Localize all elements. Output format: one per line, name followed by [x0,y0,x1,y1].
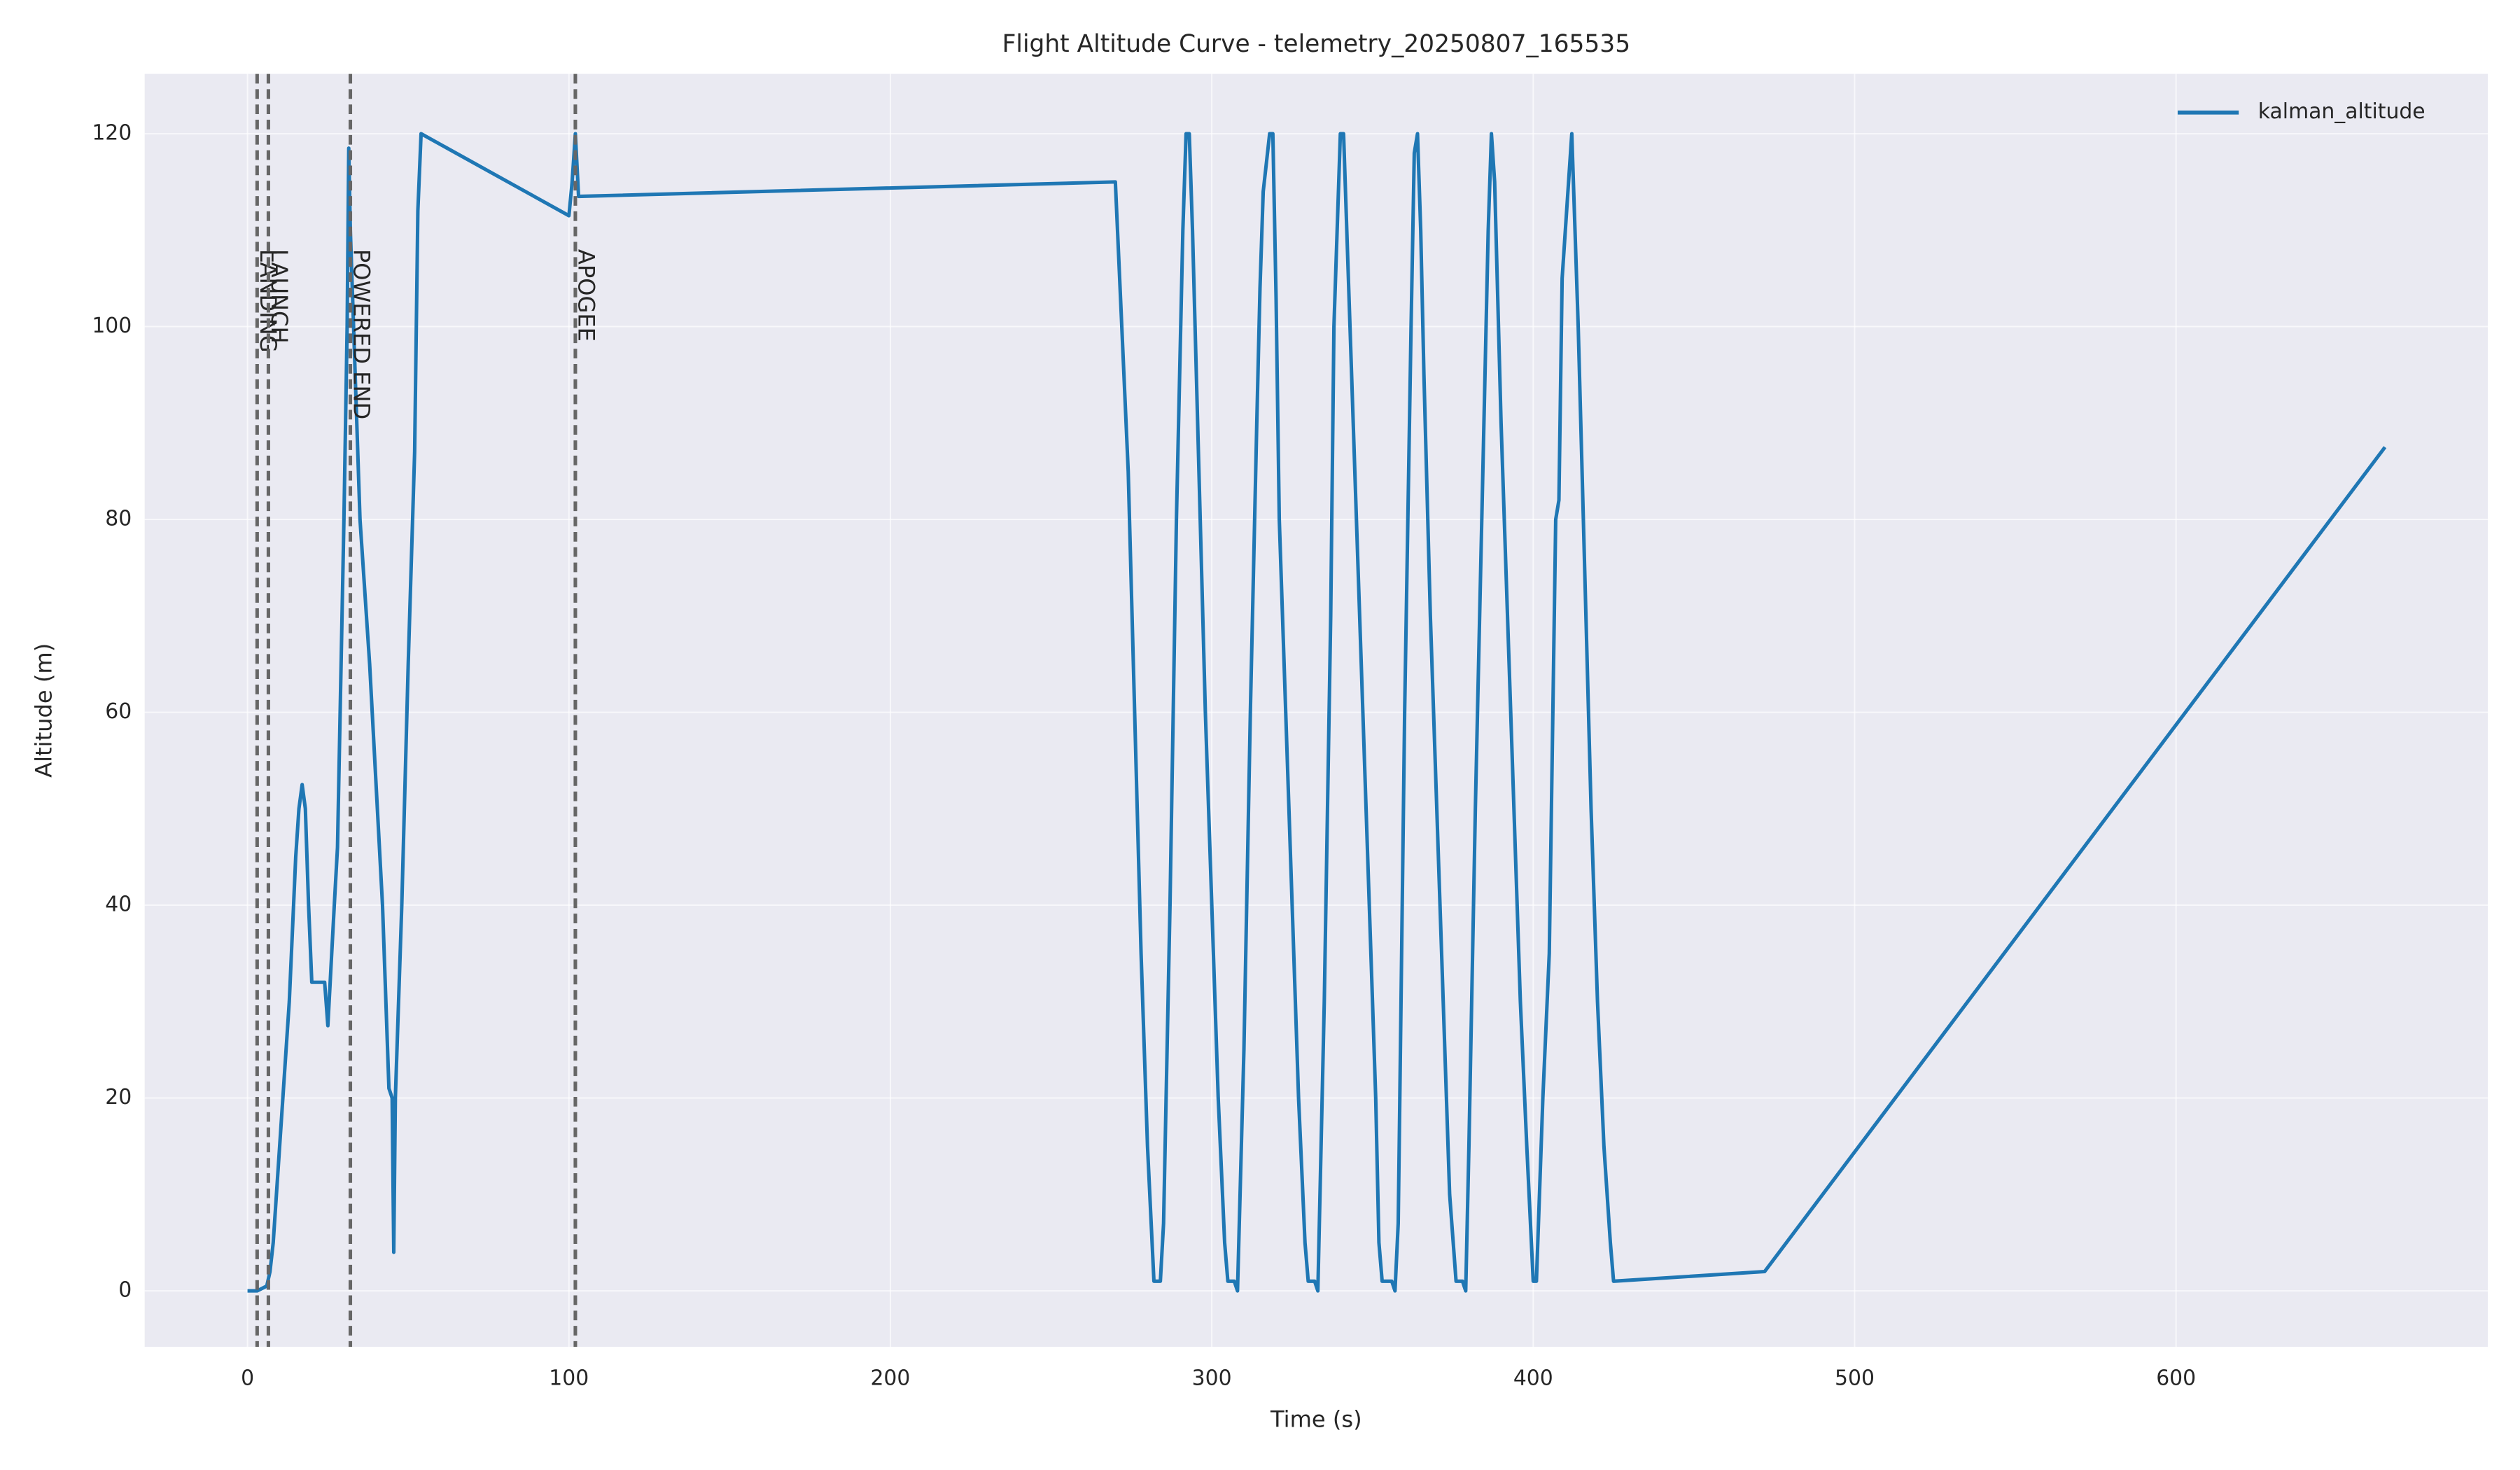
y-axis-label: Altitude (m) [30,643,57,778]
line [247,132,2387,1293]
x-tick-label: 600 [2156,1366,2196,1390]
y-tick-label: 100 [92,314,132,338]
y-tick-label: 40 [105,892,132,917]
event-label: LAUNCH [266,249,293,344]
x-tick-label: 400 [1513,1366,1553,1390]
x-tick-label: 300 [1192,1366,1232,1390]
x-tick-label: 0 [241,1366,254,1390]
chart-title: Flight Altitude Curve - telemetry_202508… [1002,30,1631,58]
y-tick-label: 60 [105,699,132,724]
event-label: POWERED END [348,249,374,419]
plot-area [144,74,2488,1347]
y-tick-label: 120 [92,121,132,146]
x-axis-label: Time (s) [1270,1406,1362,1433]
event-label: APOGEE [573,249,600,342]
y-tick-label: 0 [118,1278,132,1303]
y-tick-label: 80 [105,507,132,531]
y-tick-label: 20 [105,1085,132,1110]
x-tick-label: 200 [870,1366,910,1390]
x-tick-label: 100 [549,1366,589,1390]
legend-label: kalman_altitude [2258,99,2426,124]
x-tick-label: 500 [1835,1366,1875,1390]
